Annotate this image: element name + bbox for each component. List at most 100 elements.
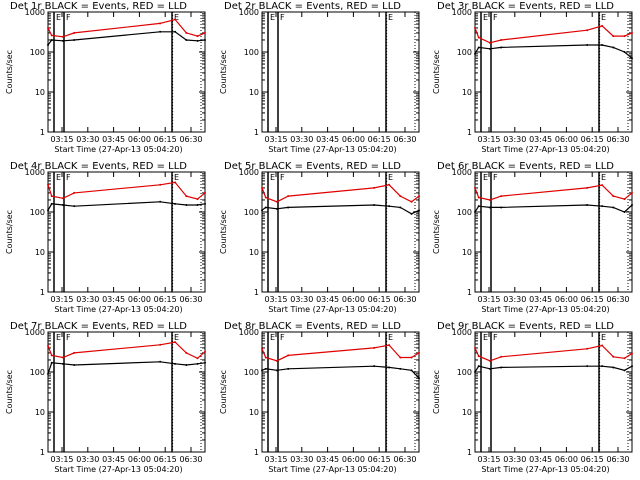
lld-point (418, 195, 420, 198)
events-point (204, 361, 206, 364)
x-tick-label: 06:00 (555, 135, 578, 144)
lld-point (61, 356, 64, 359)
x-tick-label: 03:45 (316, 135, 339, 144)
panel-title: Det 8r BLACK = Events, RED = LLD (224, 321, 401, 332)
events-point (196, 39, 199, 42)
x-tick-label: 03:15 (477, 135, 500, 144)
y-tick-label: 1 (40, 448, 45, 457)
event-marker-label: E (388, 333, 393, 342)
y-tick-label: 10 (35, 248, 45, 257)
lld-point (287, 354, 290, 357)
lld-point (50, 354, 53, 357)
panel-title: Det 1r BLACK = Events, RED = LLD (10, 1, 187, 12)
lld-point (586, 347, 589, 350)
event-marker-label: F (66, 13, 71, 22)
events-point (287, 206, 290, 209)
events-point (623, 51, 626, 53)
y-axis-label: Counts/sec (432, 210, 441, 254)
event-marker-label: E (388, 173, 393, 182)
plot-frame (474, 331, 633, 453)
y-tick-label: 1 (40, 288, 45, 297)
lld-point (623, 198, 626, 201)
lld-point (264, 196, 267, 199)
lld-point (474, 186, 476, 189)
x-tick-label: 06:00 (555, 295, 578, 304)
x-axis-label: Start Time (27-Apr-13 05:04:20) (481, 305, 609, 314)
y-tick-label: 1000 (25, 328, 45, 337)
x-axis-label: Start Time (27-Apr-13 05:04:20) (268, 145, 396, 154)
y-tick-label: 100 (244, 368, 259, 377)
event-marker-label: F (66, 333, 71, 342)
x-tick-label: 06:30 (179, 135, 202, 144)
events-point (500, 46, 503, 49)
events-point (488, 367, 491, 370)
events-point (388, 205, 391, 208)
x-tick-label: 06:15 (154, 455, 177, 464)
events-point (586, 43, 589, 46)
events-point (50, 202, 53, 205)
events-point (174, 30, 177, 33)
events-point (474, 371, 476, 373)
y-axis-label: Counts/sec (5, 370, 14, 414)
y-axis-label: Counts/sec (432, 50, 441, 94)
y-tick-label: 10 (249, 88, 259, 97)
events-point (623, 211, 626, 213)
events-point (261, 209, 263, 212)
y-tick-label: 1 (40, 128, 45, 137)
x-tick-label: 06:30 (393, 135, 416, 144)
x-tick-label: 03:30 (503, 295, 526, 304)
plot-frame (47, 331, 206, 453)
panel-9: Det 9r BLACK = Events, RED = LLD 1 10 100 10… (432, 321, 633, 474)
x-axis-label: Start Time (27-Apr-13 05:04:20) (268, 305, 396, 314)
lld-point (196, 198, 199, 201)
series-lld-line (47, 341, 206, 360)
lld-point (373, 346, 376, 349)
events-point (204, 202, 206, 205)
y-axis-label: Counts/sec (5, 50, 14, 94)
events-point (47, 372, 49, 375)
y-tick-label: 10 (249, 248, 259, 257)
lld-point (399, 356, 402, 359)
lld-point (612, 195, 615, 198)
y-tick-label: 1 (254, 288, 259, 297)
series-events-line (47, 361, 206, 374)
y-tick-label: 10 (35, 88, 45, 97)
events-point (50, 38, 53, 41)
events-point (73, 38, 76, 41)
x-tick-label: 06:00 (555, 455, 578, 464)
events-point (631, 365, 633, 368)
event-marker-label: F (280, 173, 285, 182)
lld-point (174, 18, 177, 21)
events-point (185, 203, 188, 206)
event-marker-label: E (601, 333, 606, 342)
lld-point (261, 347, 263, 350)
events-point (410, 369, 413, 372)
x-tick-label: 03:30 (290, 455, 313, 464)
x-tick-label: 03:30 (76, 135, 99, 144)
event-marker-label: E (601, 173, 606, 182)
x-tick-label: 03:45 (316, 295, 339, 304)
event-marker-label: E (174, 173, 179, 182)
y-tick-label: 10 (249, 408, 259, 417)
y-tick-label: 1 (254, 448, 259, 457)
events-point (586, 203, 589, 206)
series-events-line (474, 365, 633, 373)
lld-point (73, 191, 76, 194)
panel-4: Det 4r BLACK = Events, RED = LLD 1 10 100 10… (5, 161, 206, 314)
y-axis-label: Counts/sec (219, 210, 228, 254)
lld-point (159, 343, 162, 346)
events-point (264, 367, 267, 370)
events-point (399, 206, 402, 209)
x-tick-label: 03:30 (503, 135, 526, 144)
x-tick-label: 06:00 (342, 135, 365, 144)
events-point (159, 360, 162, 363)
y-tick-label: 1 (254, 128, 259, 137)
x-tick-label: 06:00 (128, 135, 151, 144)
x-tick-label: 03:45 (529, 295, 552, 304)
event-marker-label: F (66, 173, 71, 182)
lld-point (477, 36, 480, 39)
y-tick-label: 100 (244, 208, 259, 217)
x-tick-label: 03:45 (102, 295, 125, 304)
plot-frame (261, 11, 420, 133)
plot-frame (47, 11, 206, 133)
